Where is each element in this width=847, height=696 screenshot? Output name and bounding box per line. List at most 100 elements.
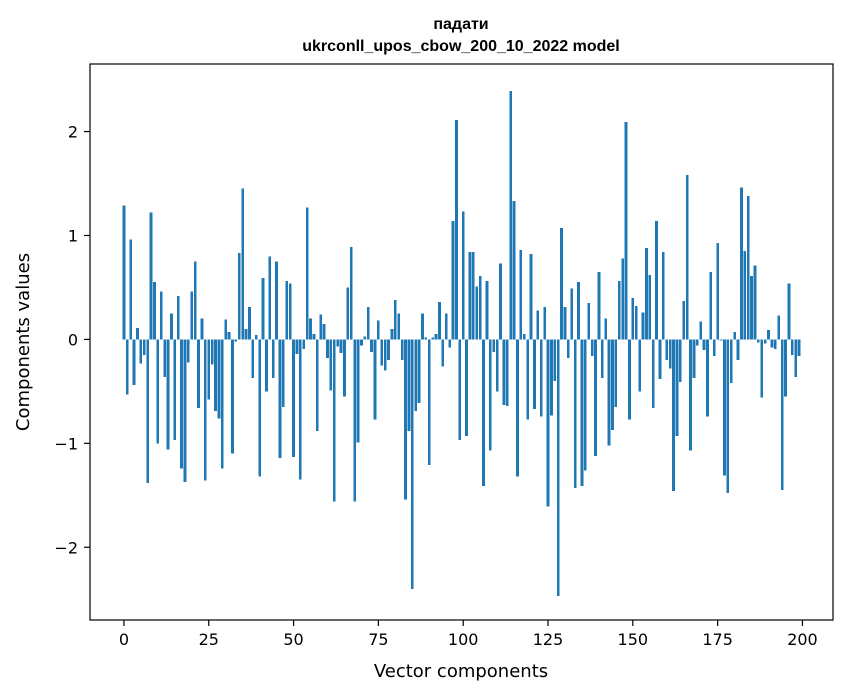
bar-151 xyxy=(634,306,638,340)
y-tick-label: −2 xyxy=(54,538,78,557)
bar-128 xyxy=(556,339,560,597)
bar-5 xyxy=(139,339,143,364)
bar-147 xyxy=(621,258,625,340)
bar-92 xyxy=(434,334,438,340)
bar-132 xyxy=(570,288,574,340)
bar-98 xyxy=(455,120,458,340)
bar-31 xyxy=(227,332,231,340)
bar-114 xyxy=(509,91,513,340)
bar-10 xyxy=(156,339,160,444)
bar-47 xyxy=(282,339,285,407)
x-axis-label: Vector components xyxy=(374,661,548,682)
bar-165 xyxy=(682,300,686,340)
bar-58 xyxy=(319,314,323,340)
bar-77 xyxy=(383,339,387,371)
bar-62 xyxy=(332,339,336,502)
bar-38 xyxy=(251,339,255,378)
bars-group xyxy=(122,91,801,597)
bar-189 xyxy=(763,339,767,344)
bar-8 xyxy=(149,212,153,340)
bar-95 xyxy=(444,313,448,340)
bar-195 xyxy=(784,339,787,397)
bar-138 xyxy=(590,339,594,357)
bar-184 xyxy=(746,195,750,340)
bar-71 xyxy=(363,336,367,340)
bar-137 xyxy=(587,303,591,340)
bar-177 xyxy=(723,339,726,476)
y-tick-label: 2 xyxy=(68,123,78,142)
bar-46 xyxy=(278,339,282,458)
x-tick-label: 0 xyxy=(119,630,129,649)
bar-99 xyxy=(458,339,462,441)
bar-83 xyxy=(404,339,407,500)
bar-139 xyxy=(594,339,597,456)
bar-30 xyxy=(224,319,228,340)
bar-179 xyxy=(729,339,733,384)
bar-129 xyxy=(560,228,563,340)
x-tick-label: 125 xyxy=(533,630,564,649)
bar-65 xyxy=(343,339,346,397)
bar-35 xyxy=(241,188,245,340)
plot-frame xyxy=(89,63,834,621)
bar-104 xyxy=(475,286,479,340)
bar-118 xyxy=(522,334,526,340)
bar-11 xyxy=(159,291,163,340)
bar-80 xyxy=(393,299,397,340)
bar-115 xyxy=(512,201,516,340)
y-tick-label: −1 xyxy=(54,434,78,453)
bar-51 xyxy=(295,339,299,354)
chart-subtitle: ukrconll_upos_cbow_200_10_2022 model xyxy=(302,38,619,55)
bar-169 xyxy=(695,339,699,346)
bar-24 xyxy=(203,339,207,481)
bar-134 xyxy=(577,282,580,340)
bar-25 xyxy=(207,339,211,400)
bar-14 xyxy=(170,313,173,340)
bar-23 xyxy=(200,318,204,340)
bar-39 xyxy=(254,335,258,340)
bar-176 xyxy=(719,339,723,341)
bar-116 xyxy=(516,339,519,477)
bar-158 xyxy=(658,339,662,379)
bar-18 xyxy=(183,339,187,482)
bar-84 xyxy=(407,339,411,431)
y-tick-label: 1 xyxy=(68,226,78,245)
bar-96 xyxy=(448,339,451,348)
bar-74 xyxy=(373,339,377,420)
bar-121 xyxy=(533,339,536,410)
bar-79 xyxy=(390,329,394,340)
bar-41 xyxy=(261,278,265,340)
bar-2 xyxy=(129,239,133,340)
bar-174 xyxy=(712,339,716,357)
bar-157 xyxy=(655,220,658,340)
bar-130 xyxy=(563,307,567,340)
bar-135 xyxy=(580,339,584,486)
bar-123 xyxy=(539,339,543,417)
bar-32 xyxy=(231,339,234,454)
bar-33 xyxy=(234,339,238,342)
bar-105 xyxy=(478,276,482,340)
bar-28 xyxy=(217,339,221,419)
bar-112 xyxy=(502,339,506,405)
bar-61 xyxy=(329,339,333,391)
bar-36 xyxy=(244,329,248,340)
bar-146 xyxy=(617,281,621,340)
bar-191 xyxy=(770,339,774,348)
bar-13 xyxy=(166,339,170,450)
x-tick-label: 25 xyxy=(199,630,219,649)
bar-106 xyxy=(482,339,485,486)
bar-197 xyxy=(790,339,794,355)
bar-67 xyxy=(349,246,353,340)
bar-180 xyxy=(733,332,736,340)
bar-78 xyxy=(387,339,390,361)
bar-1 xyxy=(125,339,129,395)
bar-173 xyxy=(709,271,713,340)
bar-54 xyxy=(305,207,309,340)
bar-150 xyxy=(631,297,635,340)
bar-178 xyxy=(726,339,730,494)
y-axis-label: Components values xyxy=(13,253,34,431)
bar-68 xyxy=(353,339,356,502)
bar-170 xyxy=(699,321,703,340)
bar-159 xyxy=(662,252,665,340)
bar-194 xyxy=(780,339,784,491)
